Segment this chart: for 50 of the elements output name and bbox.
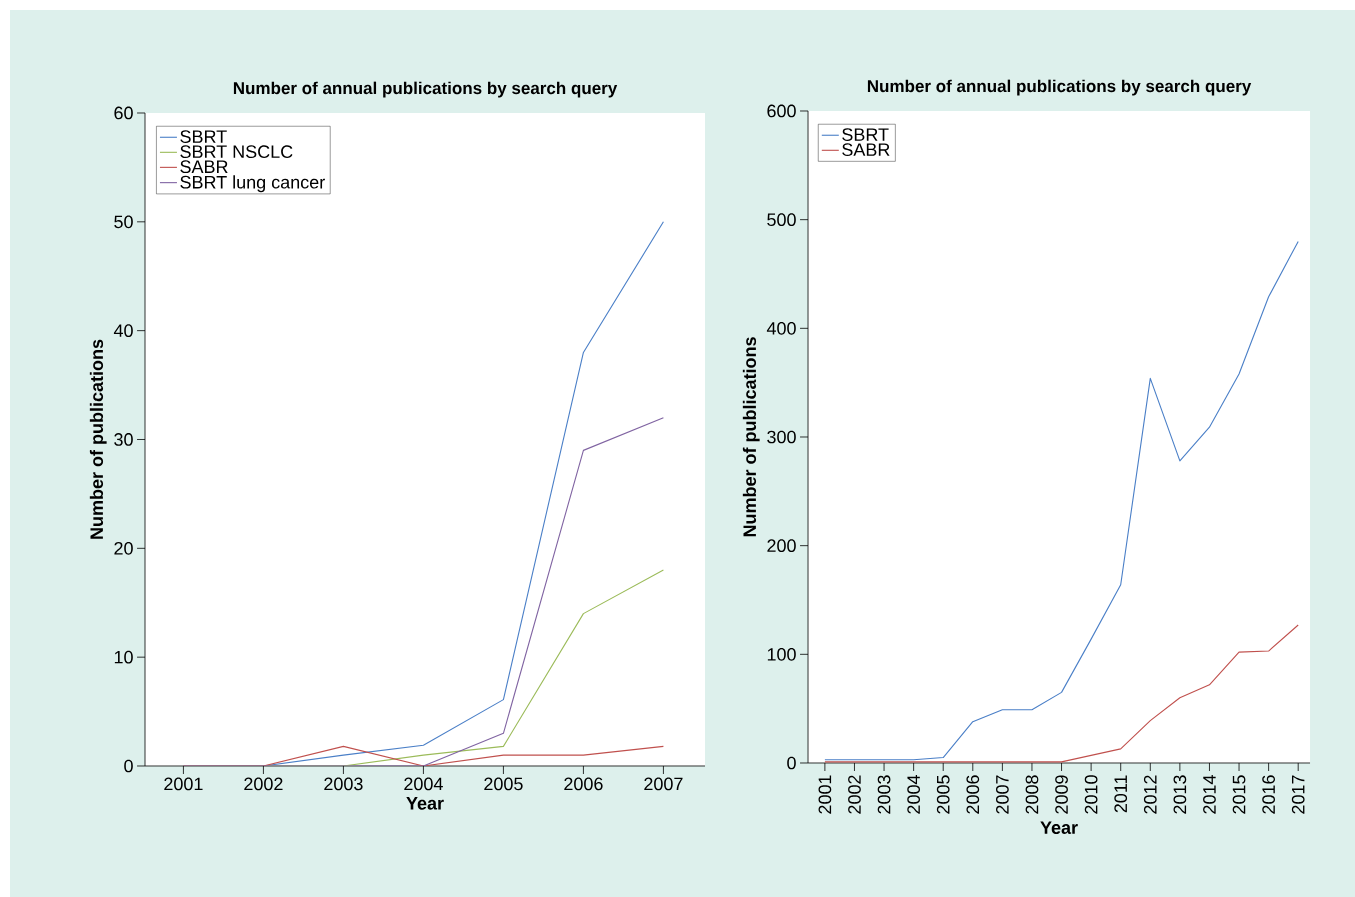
x-tick-label: 2004 bbox=[404, 777, 443, 791]
x-tick-label: 2001 bbox=[164, 777, 203, 791]
x-tick-label: 2004 bbox=[907, 775, 920, 814]
x-tick-label: 2012 bbox=[1143, 775, 1157, 814]
legend-label: SBRT lung cancer bbox=[180, 175, 325, 193]
y-tick-label: 50 bbox=[114, 215, 133, 229]
y-tick-label: 0 bbox=[124, 759, 133, 773]
x-tick-label: 2013 bbox=[1173, 775, 1187, 814]
x-tick-label: 2006 bbox=[966, 775, 980, 814]
legend-label: SABR bbox=[180, 160, 228, 174]
y-axis-title: Number of publications bbox=[742, 337, 760, 537]
x-tick-label: 2009 bbox=[1055, 775, 1068, 814]
x-tick-label: 2002 bbox=[848, 775, 861, 814]
x-tick-label: 2007 bbox=[644, 777, 683, 791]
y-tick-label: 20 bbox=[114, 541, 133, 555]
x-tick-label: 2007 bbox=[996, 775, 1009, 814]
y-tick-label: 60 bbox=[114, 106, 133, 120]
y-tick-label: 200 bbox=[767, 539, 796, 553]
x-tick-label: 2017 bbox=[1291, 775, 1305, 814]
x-axis-title: Year bbox=[1040, 821, 1078, 834]
chart-title: Number of annual publications by search query bbox=[867, 79, 1252, 96]
y-tick-label: 300 bbox=[767, 430, 796, 444]
x-tick-label: 2014 bbox=[1203, 775, 1216, 814]
y-tick-label: 30 bbox=[114, 433, 133, 446]
chart-title: Number of annual publications by search query bbox=[233, 81, 618, 98]
x-tick-label: 2010 bbox=[1084, 775, 1098, 814]
x-tick-label: 2015 bbox=[1232, 775, 1246, 814]
y-tick-label: 500 bbox=[767, 213, 796, 227]
legend-label: SBRT bbox=[842, 128, 889, 141]
y-axis-title: Number of publications bbox=[89, 339, 107, 539]
x-tick-label: 2003 bbox=[877, 775, 891, 814]
x-tick-label: 2006 bbox=[564, 777, 603, 791]
x-tick-label: 2011 bbox=[1114, 775, 1128, 813]
y-tick-label: 40 bbox=[113, 324, 133, 338]
x-tick-label: 2016 bbox=[1262, 775, 1275, 814]
legend-label: SBRT NSCLC bbox=[180, 145, 293, 159]
x-axis-title: Year bbox=[406, 797, 444, 810]
y-tick-label: 600 bbox=[767, 104, 796, 118]
y-tick-label: 100 bbox=[767, 647, 796, 661]
legend-label: SABR bbox=[842, 143, 890, 157]
x-tick-label: 2008 bbox=[1025, 775, 1039, 814]
y-tick-label: 10 bbox=[114, 650, 133, 664]
x-tick-label: 2005 bbox=[484, 777, 523, 791]
x-tick-label: 2001 bbox=[818, 775, 832, 814]
x-tick-label: 2003 bbox=[324, 777, 363, 791]
x-tick-label: 2005 bbox=[936, 775, 950, 814]
legend-label: SBRT bbox=[180, 130, 227, 143]
y-tick-label: 0 bbox=[787, 756, 796, 770]
y-tick-label: 400 bbox=[766, 321, 796, 335]
x-tick-label: 2002 bbox=[244, 777, 283, 791]
